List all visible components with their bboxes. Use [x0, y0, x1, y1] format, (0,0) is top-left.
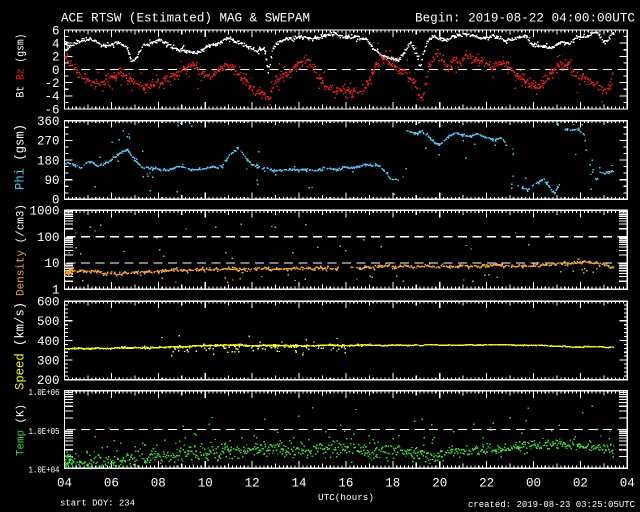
svg-text:10: 10: [198, 477, 213, 491]
svg-text:1.0E+05: 1.0E+05: [29, 426, 60, 437]
svg-text:12: 12: [245, 477, 260, 491]
svg-text:Speed (km/s): Speed (km/s): [14, 302, 28, 390]
svg-text:200: 200: [37, 374, 60, 388]
svg-text:6: 6: [52, 24, 60, 38]
svg-text:08: 08: [151, 477, 166, 491]
svg-text:Bt Bz (gsm): Bt Bz (gsm): [16, 34, 28, 98]
svg-text:4: 4: [52, 37, 60, 51]
svg-text:02: 02: [573, 477, 588, 491]
svg-text:20: 20: [432, 477, 447, 491]
svg-text:300: 300: [37, 354, 60, 368]
svg-text:1.0E+04: 1.0E+04: [29, 465, 60, 476]
svg-text:Density (/cm3): Density (/cm3): [16, 204, 28, 296]
svg-text:00: 00: [526, 477, 541, 491]
svg-text:Phi (gsm): Phi (gsm): [14, 124, 28, 190]
svg-text:start DOY: 234: start DOY: 234: [60, 498, 135, 509]
svg-text:500: 500: [37, 315, 60, 329]
svg-text:UTC(hours): UTC(hours): [318, 492, 374, 503]
svg-text:16: 16: [338, 477, 353, 491]
svg-text:-6: -6: [44, 103, 59, 117]
svg-text:-2: -2: [44, 77, 59, 91]
svg-text:600: 600: [37, 295, 60, 309]
svg-text:-4: -4: [44, 90, 59, 104]
svg-text:ACE RTSW (Estimated) MAG & SWE: ACE RTSW (Estimated) MAG & SWEPAM: [61, 12, 310, 26]
svg-text:04: 04: [620, 477, 635, 491]
svg-text:0: 0: [52, 64, 60, 78]
svg-text:2: 2: [52, 51, 60, 65]
svg-text:1000: 1000: [29, 205, 59, 219]
svg-text:Begin: 2019-08-22 04:00:00UTC: Begin: 2019-08-22 04:00:00UTC: [415, 12, 635, 26]
svg-text:180: 180: [37, 154, 60, 168]
svg-text:10: 10: [44, 257, 59, 271]
svg-text:270: 270: [37, 135, 60, 149]
svg-text:1.0E+06: 1.0E+06: [29, 387, 60, 398]
svg-text:created: 2019-08-23 03:25:05UT: created: 2019-08-23 03:25:05UTC: [468, 499, 635, 510]
svg-text:100: 100: [37, 231, 60, 245]
svg-text:400: 400: [37, 335, 60, 349]
svg-text:Temp (K): Temp (K): [16, 404, 28, 456]
svg-text:0: 0: [52, 194, 60, 208]
svg-text:1: 1: [52, 283, 60, 297]
svg-text:14: 14: [291, 477, 306, 491]
svg-text:06: 06: [104, 477, 119, 491]
svg-text:90: 90: [44, 174, 59, 188]
svg-text:18: 18: [385, 477, 400, 491]
svg-text:360: 360: [37, 115, 60, 129]
svg-text:04: 04: [57, 477, 72, 491]
svg-text:22: 22: [479, 477, 494, 491]
